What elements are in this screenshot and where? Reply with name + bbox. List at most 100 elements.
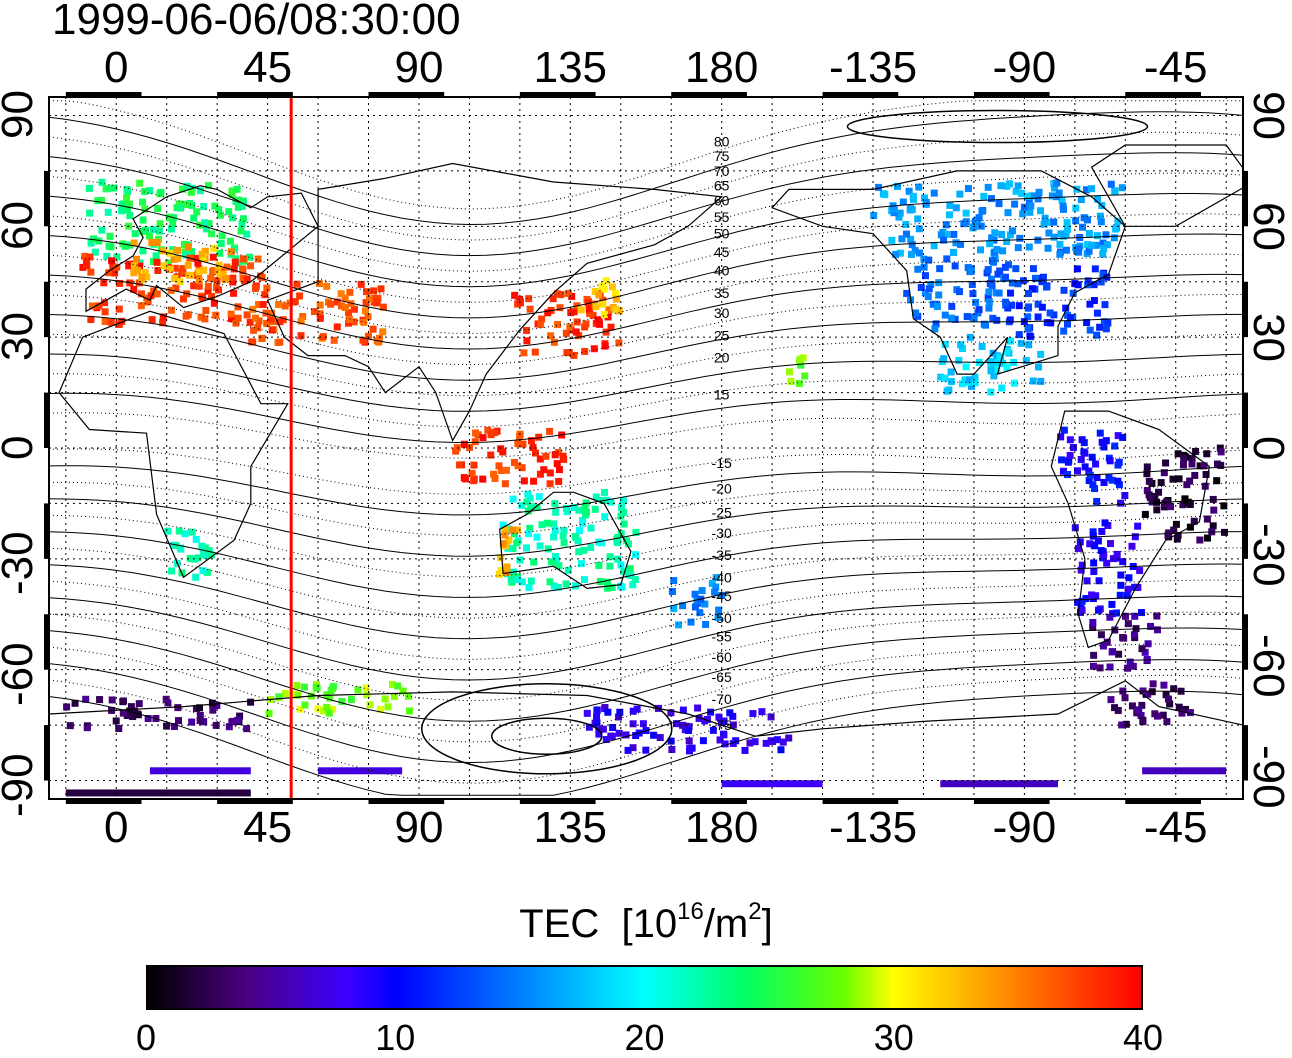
tec-cell [1090, 559, 1098, 567]
tec-cell [1084, 277, 1092, 285]
tec-cell [785, 734, 793, 742]
tec-cell [1180, 454, 1188, 462]
tec-cell [1001, 263, 1009, 271]
tec-cell [87, 268, 95, 276]
north-america-coast [771, 170, 1127, 375]
tec-band [318, 767, 403, 775]
tec-cell [170, 255, 178, 263]
maglat-contour [49, 579, 1243, 660]
tec-cell [516, 299, 524, 307]
tec-cell [182, 251, 190, 259]
tec-cell [180, 240, 188, 248]
tec-cell [903, 289, 911, 297]
tec-cell [1035, 188, 1043, 196]
tec-cell [119, 709, 127, 717]
tec-cell [988, 282, 996, 290]
tec-cell [575, 506, 583, 514]
tec-cell [1135, 706, 1143, 714]
maglat-label: -70 [712, 691, 732, 707]
tec-cell [613, 538, 621, 546]
tec-cell [226, 237, 234, 245]
tec-cell [1053, 193, 1061, 201]
tec-cell [1078, 223, 1086, 231]
tec-cell [949, 248, 957, 256]
tec-cell [87, 239, 95, 247]
tec-cell [209, 253, 217, 261]
tec-cell [1074, 281, 1082, 289]
africa-coast [58, 310, 289, 579]
tec-cell [1160, 681, 1168, 689]
tec-cell [712, 583, 720, 591]
tec-cell [977, 246, 985, 254]
maglat-label: 20 [714, 349, 730, 365]
tec-cell [1044, 244, 1052, 252]
tec-cell [1151, 492, 1159, 500]
tec-cell [130, 269, 138, 277]
tec-cell [998, 384, 1006, 392]
tec-cell [1102, 325, 1110, 333]
tec-cell [1016, 234, 1024, 242]
tec-cell [691, 590, 699, 598]
tec-cell [1014, 182, 1022, 190]
tec-cell [405, 692, 413, 700]
tec-cell [205, 219, 213, 227]
frame-tick-top [65, 92, 142, 97]
tec-cell [533, 503, 541, 511]
tec-cell [693, 597, 701, 605]
tec-cell [268, 309, 276, 317]
tec-cell [767, 713, 775, 721]
tec-cell [977, 222, 985, 230]
tec-cell [153, 239, 161, 247]
tec-cell [587, 524, 595, 532]
tec-cell [129, 713, 137, 721]
tec-cell [899, 198, 907, 206]
tec-cell [984, 293, 992, 301]
tec-cell [908, 206, 916, 214]
tec-cell [1130, 631, 1138, 639]
tec-cell [593, 706, 601, 714]
colorbar-tick-label: 10 [375, 1017, 416, 1058]
frame-tick-top [973, 92, 1050, 97]
tec-cell [234, 203, 242, 211]
colorbar-quantity: TEC [519, 902, 600, 946]
tec-cell [715, 606, 723, 614]
tec-cell [1115, 481, 1123, 489]
tec-cell [591, 505, 599, 513]
tec-cell [1092, 460, 1100, 468]
tec-cell [196, 704, 204, 712]
tec-cell [1059, 205, 1067, 213]
tec-cell [1174, 450, 1182, 458]
tec-cell [536, 455, 544, 463]
tec-cell [125, 260, 133, 268]
tec-band [149, 767, 251, 775]
tec-cell [526, 524, 534, 532]
tec-cell [1022, 357, 1030, 365]
tec-cell [137, 290, 145, 298]
tec-cell [101, 317, 109, 325]
tec-cell [130, 239, 138, 247]
tec-cell [312, 683, 320, 691]
tec-cell [516, 432, 524, 440]
tec-cell [375, 338, 383, 346]
tec-cell [1098, 527, 1106, 535]
tec-cell [937, 231, 945, 239]
tec-cell [601, 488, 609, 496]
tec-cell [172, 284, 180, 292]
tec-cell [391, 693, 399, 701]
tec-cell [144, 715, 152, 723]
tec-cell [174, 254, 182, 262]
tec-cell [987, 388, 995, 396]
tec-cell [487, 451, 495, 459]
tec-cell [346, 288, 354, 296]
tec-cell [499, 448, 507, 456]
tec-cell [961, 376, 969, 384]
frame-tick-bottom [65, 799, 142, 804]
tec-cell [98, 226, 106, 234]
tec-cell [912, 309, 920, 317]
tec-cell [580, 576, 588, 584]
tec-cell [479, 475, 487, 483]
tec-cell [1141, 510, 1149, 518]
tec-cell [575, 527, 583, 535]
frame-tick-top [1125, 92, 1201, 97]
tec-cell [1077, 196, 1085, 204]
